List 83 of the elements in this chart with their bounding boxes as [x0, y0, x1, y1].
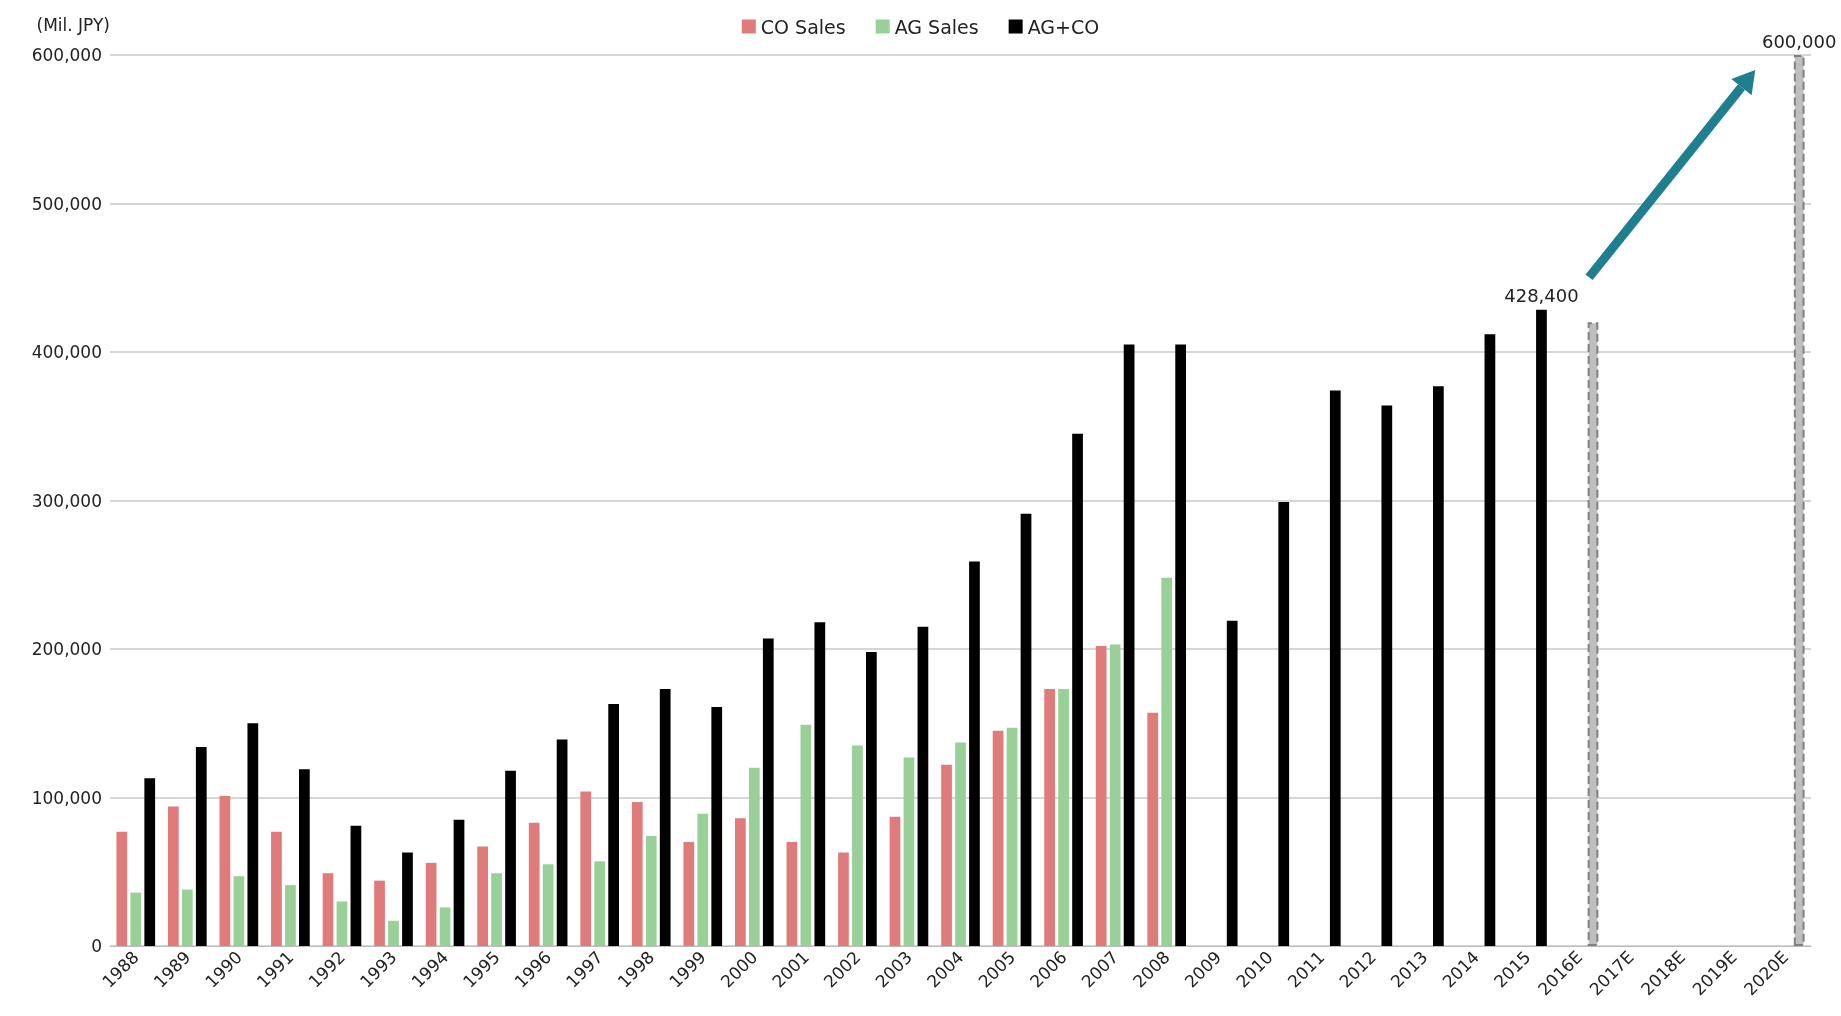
- bar: [477, 846, 488, 946]
- bar: [542, 864, 554, 946]
- bar: [866, 651, 877, 946]
- bar: [181, 889, 193, 946]
- y-axis-title: (Mil. JPY): [36, 14, 110, 35]
- bar: [711, 706, 723, 946]
- bar: [697, 813, 709, 946]
- bar: [1095, 646, 1107, 946]
- bar: [130, 892, 142, 946]
- legend-label: AG+CO: [1027, 15, 1100, 38]
- bar: [195, 747, 207, 946]
- bar: [1226, 620, 1238, 946]
- bar: [1072, 433, 1083, 946]
- bar: [271, 831, 282, 946]
- y-tick-label: 600,000: [31, 45, 102, 65]
- bar: [659, 689, 671, 946]
- data-label: 600,000: [1761, 30, 1837, 52]
- legend-label: AG Sales: [894, 15, 979, 38]
- bar: [1161, 577, 1173, 946]
- bar: [645, 836, 657, 946]
- bar: [505, 770, 516, 946]
- bar: [903, 757, 915, 946]
- bar: [969, 561, 980, 946]
- bar: [631, 801, 643, 946]
- bar: [594, 861, 606, 946]
- bar: [322, 873, 334, 946]
- y-tick-label: 100,000: [31, 787, 102, 808]
- bar: [402, 852, 413, 946]
- bar: [941, 764, 952, 946]
- bar: [762, 638, 774, 946]
- bar: [1381, 405, 1393, 946]
- bar: [1006, 727, 1018, 946]
- bar: [350, 825, 362, 946]
- bar: [299, 769, 310, 946]
- bar: [374, 880, 385, 946]
- bar: [683, 842, 695, 946]
- bar: [734, 818, 746, 946]
- bar: [580, 791, 592, 946]
- bar: [1175, 344, 1187, 946]
- bar: [167, 806, 179, 946]
- bar: [1044, 689, 1055, 946]
- bar: [1278, 501, 1290, 946]
- y-tick-label: 300,000: [31, 490, 102, 511]
- bar: [1147, 712, 1159, 946]
- bar: [889, 816, 901, 946]
- y-tick-label: 0: [91, 936, 102, 956]
- bar: [1484, 334, 1496, 946]
- legend-label: CO Sales: [760, 15, 846, 38]
- bar: [528, 822, 540, 946]
- bar: [955, 742, 966, 946]
- bar: [1058, 689, 1069, 946]
- y-tick-label: 200,000: [31, 639, 102, 659]
- bar: [285, 885, 296, 946]
- bar: [1329, 390, 1341, 946]
- bar: [917, 626, 929, 946]
- bar: [814, 622, 826, 946]
- bar: [144, 778, 156, 946]
- bar: [838, 852, 849, 946]
- bar: [388, 920, 399, 946]
- y-tick-label: 500,000: [31, 193, 102, 214]
- bar: [491, 873, 502, 946]
- bar: [608, 703, 620, 946]
- bar: [1433, 386, 1444, 946]
- bar: [992, 730, 1004, 946]
- bar: [219, 796, 231, 946]
- bar: [852, 745, 863, 946]
- bar: [556, 739, 568, 946]
- bar: [1020, 513, 1032, 946]
- bar: [786, 842, 798, 946]
- bar: [116, 831, 128, 946]
- bar: [800, 724, 812, 946]
- bar: [748, 767, 760, 946]
- y-tick-label: 400,000: [31, 342, 102, 362]
- data-label: 428,400: [1504, 285, 1579, 307]
- bar: [1109, 644, 1121, 946]
- bar: [439, 907, 451, 946]
- bar: [1123, 344, 1135, 946]
- bar: [336, 901, 348, 946]
- bar: [453, 819, 465, 946]
- bar: [425, 862, 437, 946]
- bar: [247, 723, 259, 946]
- bar: [233, 876, 245, 946]
- bar: [1536, 309, 1547, 946]
